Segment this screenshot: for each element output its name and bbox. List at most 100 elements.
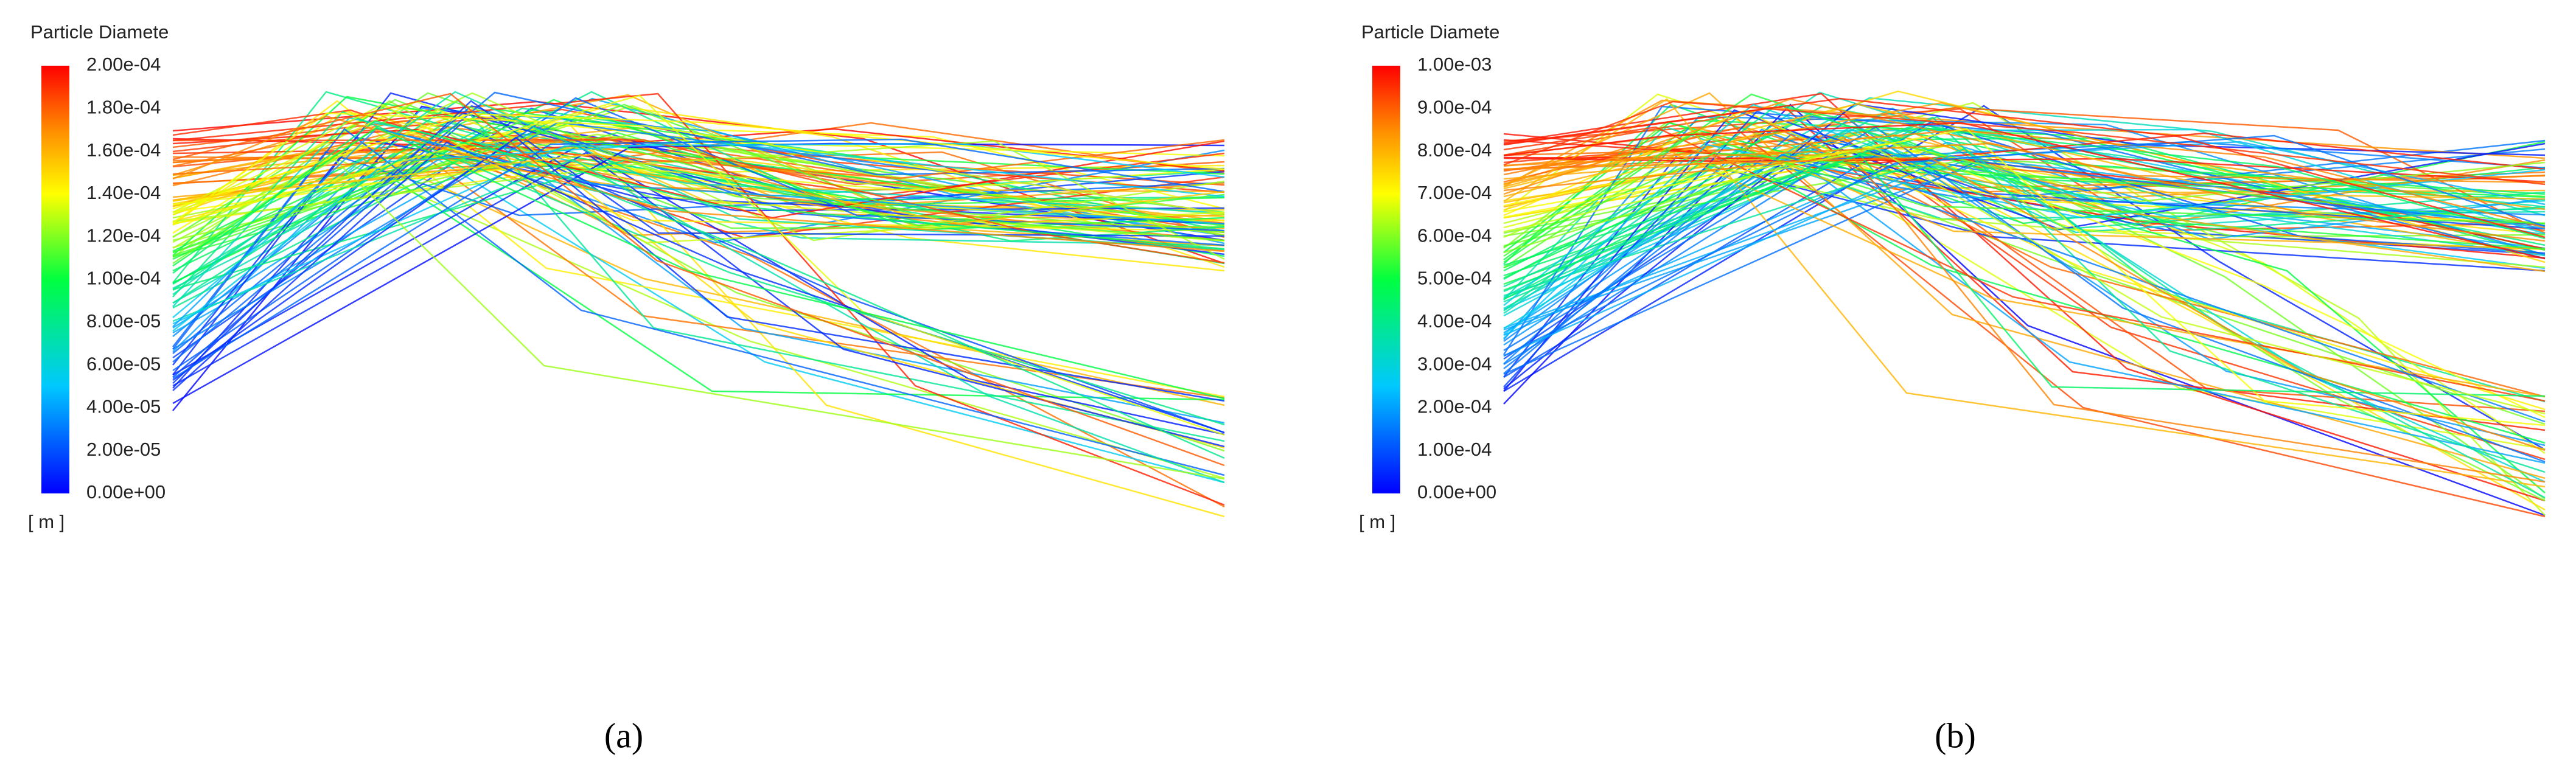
trajectory — [1503, 110, 2546, 411]
trajectory — [172, 99, 1225, 442]
trajectory — [172, 145, 1225, 436]
trajectory — [1503, 133, 2546, 256]
trajectories — [1503, 90, 2546, 518]
colorbar-tick-label: 1.20e-04 — [86, 225, 161, 246]
legend-unit: [ m ] — [1359, 511, 1395, 532]
trajectory — [1503, 129, 2546, 229]
trajectory — [1503, 97, 2546, 239]
trajectory — [172, 153, 1225, 225]
colorbar-tick-label: 6.00e-05 — [86, 353, 161, 374]
colorbar — [41, 66, 69, 493]
trajectory — [172, 112, 1225, 224]
colorbar-tick-label: 1.00e-03 — [1417, 54, 1492, 75]
trajectory — [1503, 92, 2546, 479]
colorbar-tick-label: 6.00e-04 — [1417, 225, 1492, 246]
colorbar-tick-label: 0.00e+00 — [1417, 481, 1496, 503]
panel: Particle Diamete 1.00e-03 9.00e-04 8.00e-04… — [1359, 21, 2546, 755]
colorbar-tick-label: 2.00e-04 — [1417, 396, 1492, 417]
trajectory — [1503, 153, 2546, 423]
trajectory — [1503, 156, 2546, 250]
colorbar-tick-label: 1.00e-04 — [1417, 439, 1492, 460]
colorbar-tick-label: 0.00e+00 — [86, 481, 166, 503]
panel: Particle Diamete 2.00e-04 1.80e-04 1.60e-04… — [28, 21, 1225, 755]
trajectory — [172, 103, 1225, 244]
trajectory — [172, 159, 1225, 291]
colorbar-tick-label: 4.00e-05 — [86, 396, 161, 417]
trajectory — [1503, 147, 2546, 415]
trajectory — [172, 159, 1225, 480]
trajectory — [172, 105, 1225, 234]
trajectory — [172, 127, 1225, 327]
trajectory — [1503, 132, 2546, 170]
trajectory — [1503, 98, 2546, 195]
trajectory — [172, 91, 1225, 363]
colorbar-tick-label: 4.00e-04 — [1417, 310, 1492, 332]
trajectory — [1503, 155, 2546, 357]
colorbar-tick-label: 8.00e-04 — [1417, 139, 1492, 161]
trajectory — [1503, 120, 2546, 398]
trajectory — [172, 103, 1225, 257]
colorbar-tick-label: 1.00e-04 — [86, 268, 161, 289]
legend-title: Particle Diamete — [1361, 21, 1499, 43]
trajectory — [172, 94, 1225, 436]
caption: (b) — [1935, 716, 1976, 755]
trajectory — [1503, 154, 2546, 397]
trajectory — [1503, 142, 2546, 242]
trajectory — [1503, 156, 2546, 451]
trajectory — [172, 128, 1225, 476]
trajectory — [1503, 148, 2546, 499]
trajectory — [172, 124, 1225, 434]
trajectory — [1503, 156, 2546, 378]
trajectory — [1503, 130, 2546, 288]
trajectory — [1503, 126, 2546, 402]
trajectory — [1503, 106, 2546, 234]
colorbar-tick-label: 1.60e-04 — [86, 139, 161, 161]
colorbar-tick-label: 1.80e-04 — [86, 96, 161, 117]
caption: (a) — [604, 716, 643, 755]
legend-unit: [ m ] — [28, 511, 65, 532]
trajectory — [172, 96, 1225, 256]
trajectory — [172, 139, 1225, 264]
trajectory — [172, 129, 1225, 459]
trajectory — [172, 136, 1225, 449]
trajectory — [172, 138, 1225, 380]
trajectory — [172, 140, 1225, 332]
trajectory — [172, 111, 1225, 426]
trajectory — [172, 121, 1225, 518]
colorbar-tick-label: 7.00e-04 — [1417, 182, 1492, 203]
trajectory — [172, 158, 1225, 484]
trajectory — [172, 105, 1225, 354]
trajectory — [1503, 116, 2546, 340]
trajectory — [1503, 132, 2546, 257]
trajectories — [172, 91, 1225, 518]
colorbar-tick-label: 2.00e-05 — [86, 439, 161, 460]
colorbar-tick-label: 9.00e-04 — [1417, 96, 1492, 117]
trajectory — [1503, 141, 2546, 250]
trajectory — [1503, 122, 2546, 260]
colorbar-tick-label: 1.40e-04 — [86, 182, 161, 203]
trajectory — [172, 115, 1225, 252]
trajectory — [1503, 152, 2546, 450]
trajectory — [172, 142, 1225, 325]
colorbar-tick-label: 8.00e-05 — [86, 310, 161, 332]
trajectory — [1503, 152, 2546, 248]
colorbar-tick-label: 5.00e-04 — [1417, 268, 1492, 289]
trajectory — [172, 161, 1225, 209]
trajectory — [172, 136, 1225, 402]
trajectory — [172, 138, 1225, 337]
trajectory — [1503, 155, 2546, 483]
trajectory — [172, 117, 1225, 307]
legend-title: Particle Diamete — [30, 21, 169, 43]
trajectory — [172, 92, 1225, 467]
trajectory — [172, 151, 1225, 448]
trajectory — [1503, 150, 2546, 273]
colorbar-tick-label: 3.00e-04 — [1417, 353, 1492, 374]
trajectory — [1503, 134, 2546, 357]
trajectory — [172, 127, 1225, 400]
trajectory — [1503, 103, 2546, 389]
colorbar-tick-label: 2.00e-04 — [86, 54, 161, 75]
trajectory — [172, 131, 1225, 424]
colorbar — [1372, 66, 1400, 493]
trajectory — [172, 139, 1225, 179]
